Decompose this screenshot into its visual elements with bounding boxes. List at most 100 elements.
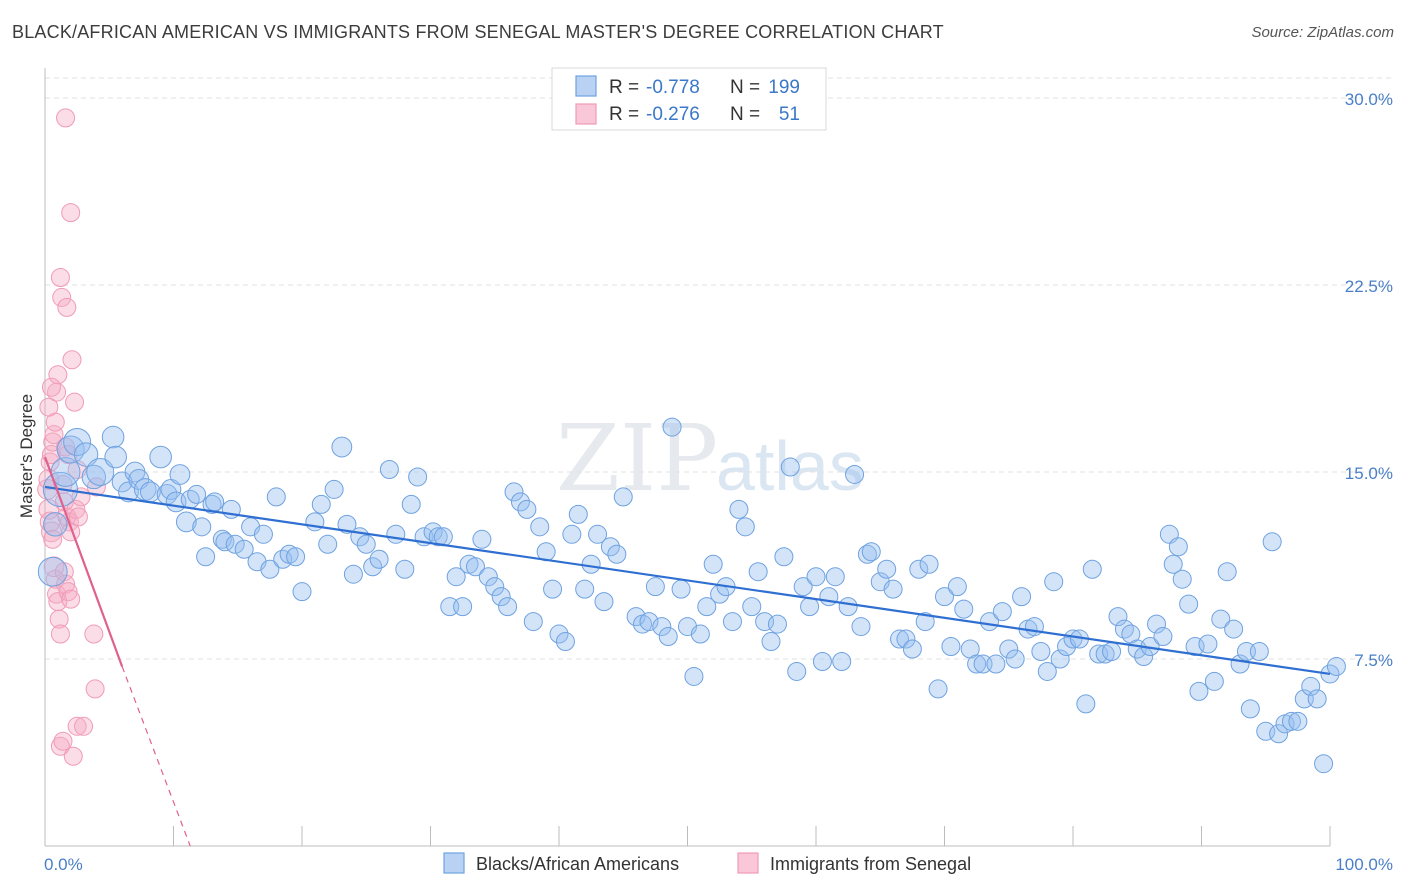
point-blacks	[1050, 649, 1070, 669]
point-blacks	[324, 479, 344, 499]
point-blacks	[212, 529, 232, 549]
point-blacks	[292, 582, 312, 602]
point-senegal	[62, 350, 82, 370]
point-blacks	[845, 464, 865, 484]
point-blacks	[626, 607, 646, 627]
point-blacks	[81, 464, 107, 490]
point-blacks	[1012, 587, 1032, 607]
series-swatch-pink	[737, 852, 759, 874]
series-swatch-blue	[443, 852, 465, 874]
point-blacks	[311, 494, 331, 514]
point-blacks	[356, 534, 376, 554]
point-blacks	[800, 597, 820, 617]
point-senegal	[63, 746, 83, 766]
point-blacks	[1198, 634, 1218, 654]
point-blacks	[588, 524, 608, 544]
point-blacks	[530, 517, 550, 537]
point-blacks	[697, 597, 717, 617]
watermark-atlas: atlas	[716, 427, 864, 505]
legend-swatch-blue	[575, 75, 597, 97]
point-blacks	[1108, 607, 1128, 627]
series-label-blacks: Blacks/African Americans	[476, 854, 679, 874]
point-blacks	[1288, 711, 1308, 731]
point-blacks	[196, 547, 216, 567]
series-label-senegal: Immigrants from Senegal	[770, 854, 971, 874]
point-blacks	[658, 627, 678, 647]
point-blacks	[793, 577, 813, 597]
point-blacks	[883, 579, 903, 599]
point-blacks	[498, 597, 518, 617]
point-senegal	[53, 731, 73, 751]
point-blacks	[662, 417, 682, 437]
point-blacks	[1281, 711, 1301, 731]
point-senegal	[56, 574, 76, 594]
chart-source: Source: ZipAtlas.com	[1251, 24, 1394, 41]
point-blacks	[1114, 619, 1134, 639]
point-blacks	[472, 529, 492, 549]
point-blacks	[890, 629, 910, 649]
point-senegal	[52, 287, 72, 307]
legend-r-value-1: -0.778	[646, 77, 700, 98]
point-blacks	[774, 547, 794, 567]
point-blacks	[401, 494, 421, 514]
legend-swatch-pink	[575, 103, 597, 125]
point-blacks	[703, 554, 723, 574]
point-blacks	[555, 632, 575, 652]
point-blacks	[253, 524, 273, 544]
point-blacks	[652, 617, 672, 637]
trend-line-senegal	[43, 456, 124, 667]
point-blacks	[671, 579, 691, 599]
point-senegal	[39, 397, 59, 417]
legend-n-value-2: 51	[779, 104, 800, 125]
point-blacks	[919, 554, 939, 574]
point-senegal	[56, 108, 76, 128]
point-blacks	[600, 537, 620, 557]
point-blacks	[915, 612, 935, 632]
point-blacks	[1240, 699, 1260, 719]
point-blacks	[549, 624, 569, 644]
point-blacks	[1037, 661, 1057, 681]
point-blacks	[935, 587, 954, 607]
legend-n-label-2: N =	[730, 104, 760, 125]
point-blacks	[118, 481, 139, 503]
point-blacks	[729, 499, 749, 519]
point-blacks	[1326, 656, 1346, 676]
point-blacks	[1044, 572, 1064, 592]
point-blacks	[896, 629, 916, 649]
point-blacks	[967, 654, 987, 674]
point-blacks	[491, 587, 511, 607]
trend-extension-senegal	[121, 666, 191, 847]
x-tick-label: 0.0%	[44, 855, 83, 874]
legend-r-label-1: R =	[609, 77, 639, 98]
point-blacks	[954, 599, 974, 619]
legend-n-value-1: 199	[768, 77, 800, 98]
legend-r-label-2: R =	[609, 104, 639, 125]
point-blacks	[909, 559, 929, 579]
tick-labels: 7.5% 15.0% 22.5% 30.0% 0.0% 100.0%	[44, 90, 1393, 874]
point-blacks	[408, 467, 428, 487]
point-blacks	[63, 428, 92, 457]
y-tick-label: 22.5%	[1345, 277, 1393, 296]
point-blacks	[369, 549, 389, 569]
point-blacks	[1102, 642, 1122, 662]
point-blacks	[639, 612, 659, 632]
point-blacks	[645, 577, 665, 597]
point-blacks	[1179, 594, 1199, 614]
point-senegal	[68, 507, 88, 527]
point-blacks	[73, 442, 99, 467]
point-blacks	[1172, 569, 1192, 589]
point-senegal	[67, 716, 87, 736]
point-blacks	[877, 559, 897, 579]
point-blacks	[510, 492, 530, 512]
point-blacks	[928, 679, 948, 699]
point-blacks	[1076, 694, 1096, 714]
point-blacks	[1082, 559, 1102, 579]
point-blacks	[1189, 681, 1209, 701]
point-blacks	[1168, 537, 1188, 557]
point-blacks	[1153, 627, 1173, 647]
point-blacks	[337, 514, 357, 534]
point-senegal	[43, 529, 63, 549]
point-blacks	[1217, 562, 1237, 582]
point-blacks	[1224, 619, 1244, 639]
